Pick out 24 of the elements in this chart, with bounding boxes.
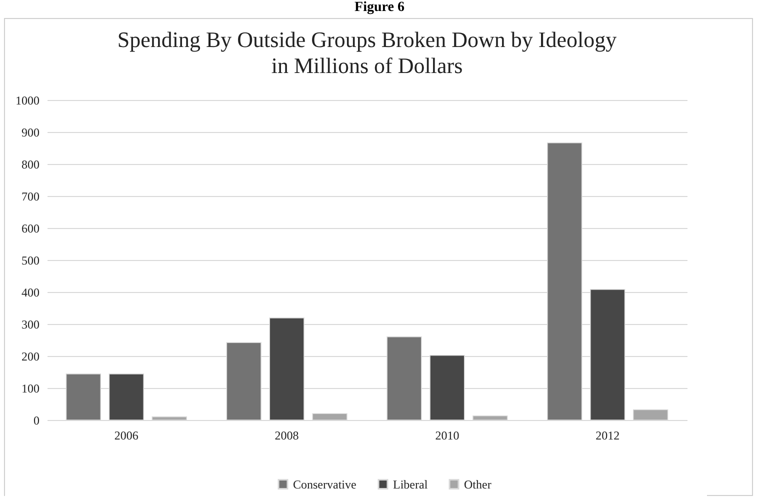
y-tick-label: 1000 — [16, 94, 40, 108]
legend-label: Conservative — [293, 477, 356, 492]
bar — [632, 409, 668, 420]
y-tick-label: 900 — [22, 126, 40, 140]
x-tick-label: 2006 — [114, 428, 138, 442]
y-tick-label: 500 — [22, 254, 40, 268]
bar — [312, 413, 348, 420]
y-tick-label: 700 — [22, 190, 40, 204]
y-tick-label: 800 — [22, 158, 40, 172]
legend-label: Other — [464, 477, 492, 492]
x-tick-label: 2008 — [274, 428, 299, 442]
y-tick-label: 0 — [34, 414, 40, 428]
bar — [472, 415, 508, 420]
chart-title: Spending By Outside Groups Broken Down by Ideology in Millions of Dollars — [117, 27, 617, 78]
x-tick-label: 2012 — [596, 428, 620, 442]
y-tick-label: 400 — [22, 286, 40, 300]
y-tick-label: 100 — [22, 382, 40, 396]
y-tick-label: 300 — [22, 318, 40, 332]
legend-label: Liberal — [393, 477, 428, 492]
x-tick-label: 2010 — [435, 428, 460, 442]
y-tick-label: 200 — [22, 350, 40, 364]
y-tick-label: 600 — [22, 222, 40, 236]
caption: Figure 6 — [354, 0, 406, 16]
bar — [152, 416, 187, 420]
